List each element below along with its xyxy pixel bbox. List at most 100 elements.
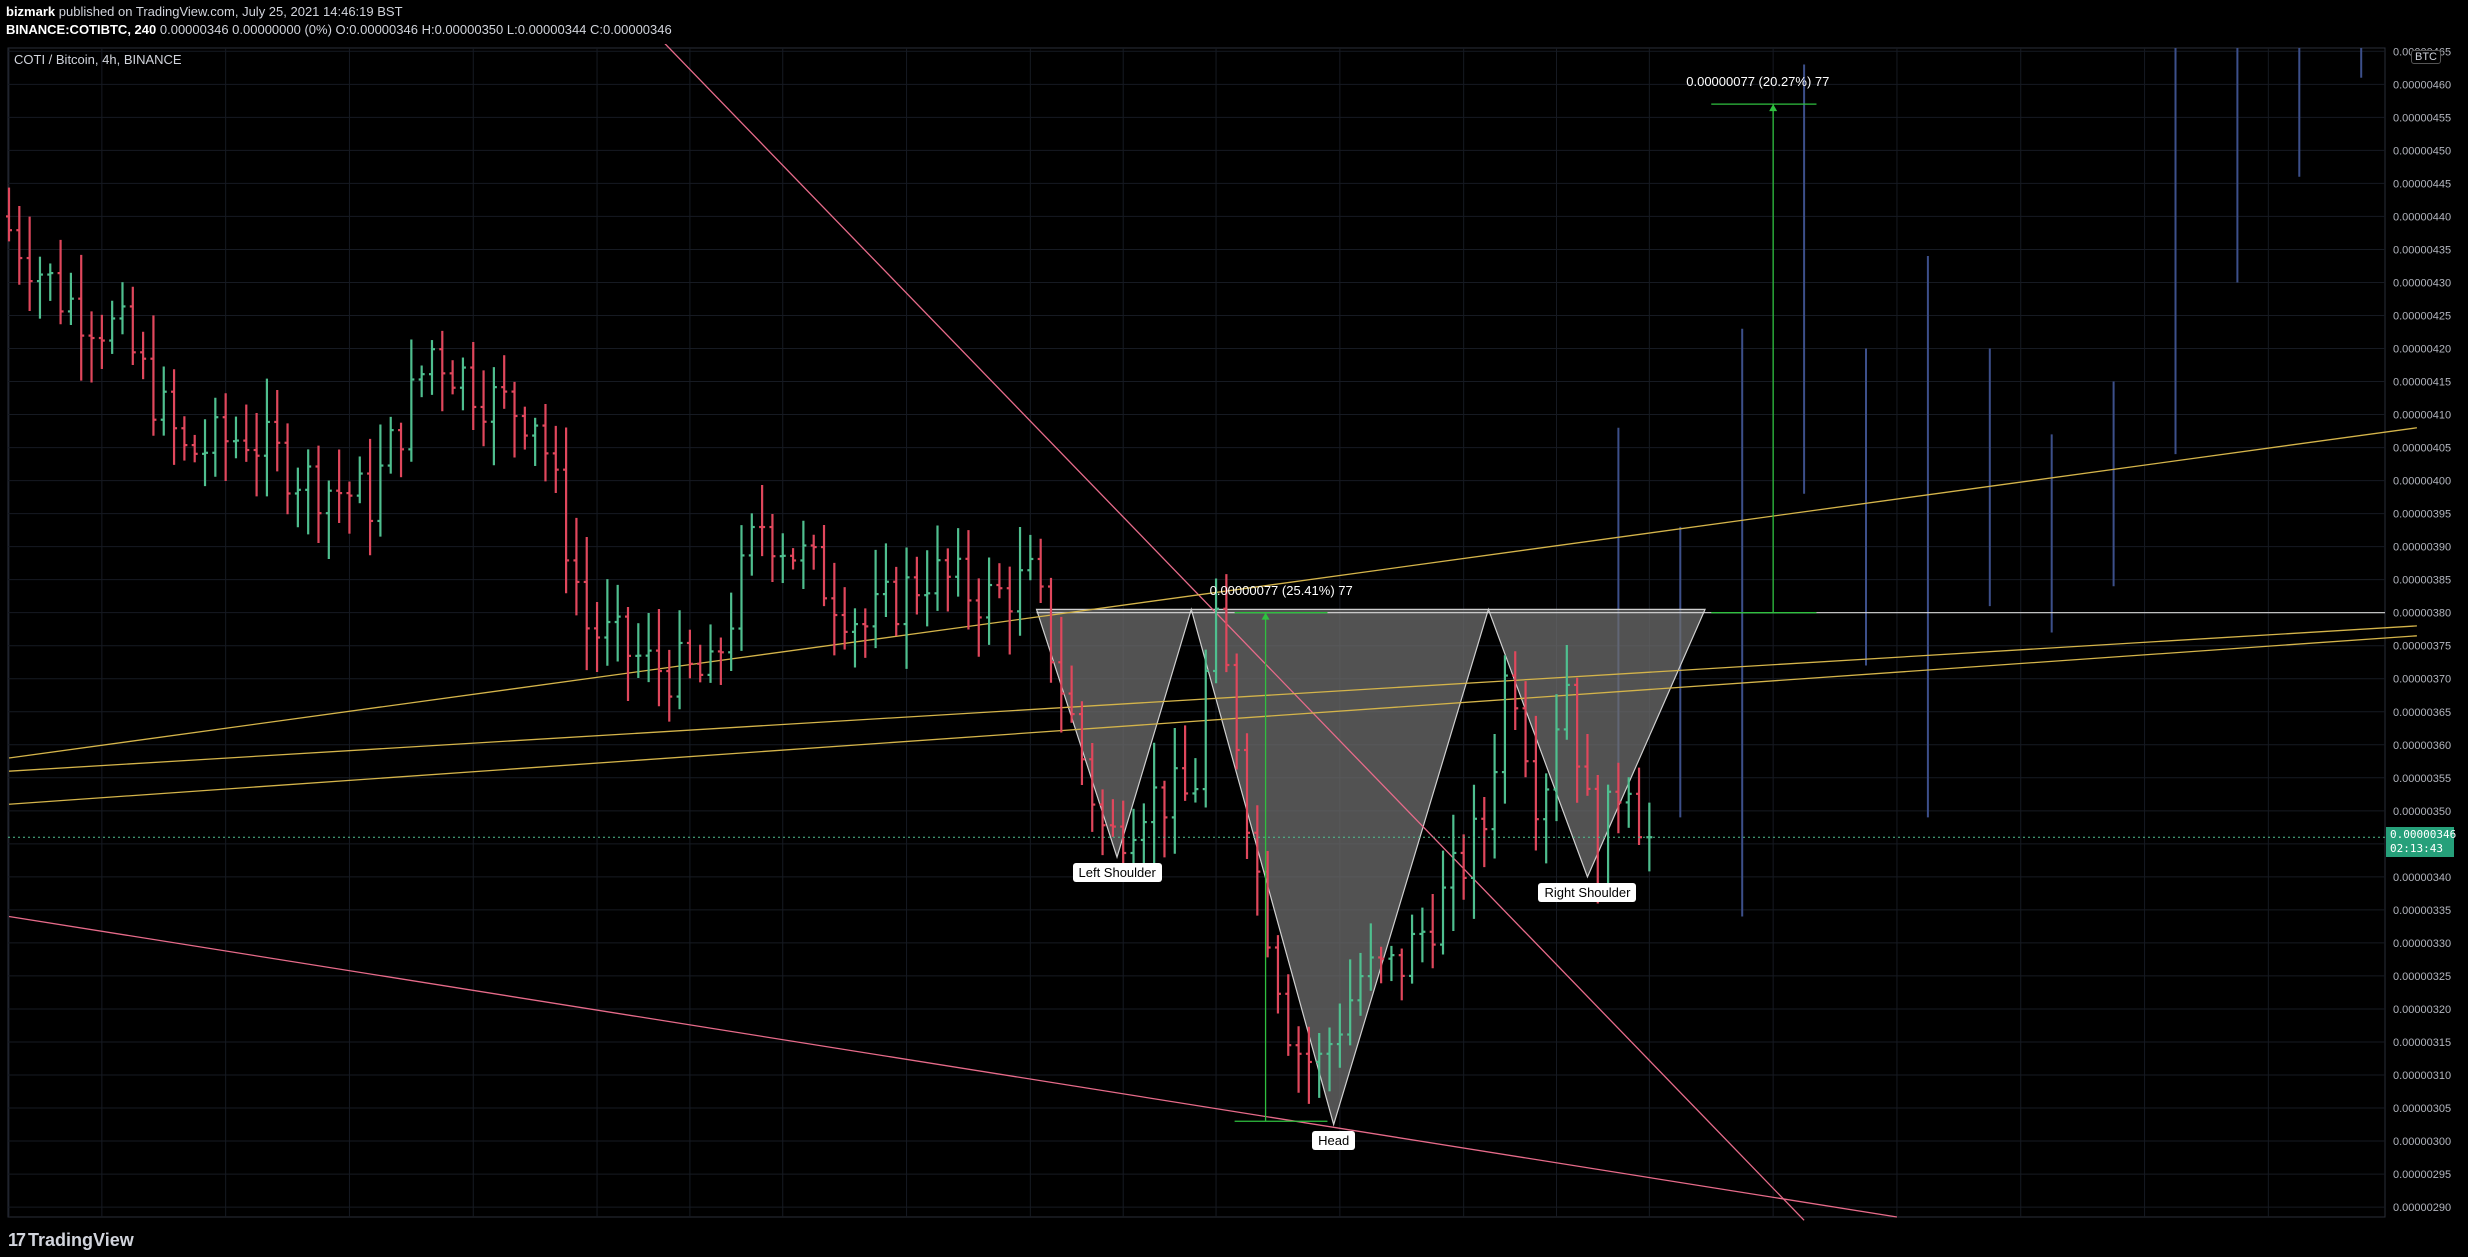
left-shoulder-label[interactable]: Left Shoulder xyxy=(1072,863,1162,883)
ohlc-bar xyxy=(109,300,116,354)
ohlc-bar xyxy=(1409,914,1416,984)
ohlc-bar xyxy=(594,602,601,672)
price-change: 0.00000346 0.00000000 (0%) xyxy=(159,22,332,37)
ohlc-bar xyxy=(625,606,631,702)
bar-countdown: 02:13:43 xyxy=(2390,842,2443,856)
ohlc-bar xyxy=(1553,694,1560,822)
ohlc-bar xyxy=(490,367,497,466)
ohlc-bar xyxy=(36,256,43,319)
low-value: L:0.00000344 xyxy=(506,22,587,37)
ohlc-bar xyxy=(367,438,374,556)
ohlc-bar xyxy=(294,467,301,528)
ohlc-bar xyxy=(1233,653,1240,770)
ohlc-bar xyxy=(1099,789,1106,856)
ohlc-bar xyxy=(738,525,745,651)
ohlc-bar xyxy=(1563,644,1570,740)
ohlc-bar xyxy=(439,330,446,412)
ohlc-bar xyxy=(305,449,312,535)
ohlc-bar xyxy=(1574,677,1581,803)
author-name[interactable]: bizmark xyxy=(6,4,56,19)
right-shoulder-label[interactable]: Right Shoulder xyxy=(1538,882,1637,902)
y-tick-label: 0.00000365 xyxy=(2393,707,2451,719)
ohlc-bar xyxy=(1584,734,1591,796)
ohlc-bar xyxy=(501,355,508,409)
ohlc-bar xyxy=(336,449,343,523)
ohlc-bar xyxy=(542,404,549,482)
tradingview-logo[interactable]: 17 TradingView xyxy=(8,1230,134,1251)
price-chart[interactable]: 0.00000290 0.00000295 0.00000300 0.00000305… xyxy=(0,44,2468,1222)
ohlc-bar xyxy=(511,381,518,458)
chart-title: COTI / Bitcoin, 4h, BINANCE xyxy=(14,52,182,67)
ohlc-bar xyxy=(1161,780,1168,858)
ohlc-bar xyxy=(243,404,250,462)
ohlc-bar xyxy=(810,534,817,570)
ohlc-bar xyxy=(1512,651,1519,730)
y-tick-label: 0.00000340 xyxy=(2393,872,2451,884)
ohlc-bar xyxy=(965,530,972,630)
y-tick-label: 0.00000295 xyxy=(2393,1169,2451,1181)
y-tick-label: 0.00000460 xyxy=(2393,79,2451,91)
ohlc-bar xyxy=(944,548,951,612)
ohlc-bar xyxy=(428,340,435,395)
ohlc-bar xyxy=(1388,945,1395,982)
y-tick-label: 0.00000425 xyxy=(2393,310,2451,322)
ohlc-bar xyxy=(573,517,580,616)
ohlc-bar xyxy=(1171,727,1178,854)
y-tick-label: 0.00000360 xyxy=(2393,740,2451,752)
ohlc-bar xyxy=(532,417,539,466)
ohlc-bar xyxy=(284,423,291,515)
ohlc-bar xyxy=(707,624,714,683)
high-value: H:0.00000350 xyxy=(421,22,504,37)
ohlc-bar xyxy=(614,584,621,662)
ohlc-bar xyxy=(635,623,642,678)
ohlc-bar xyxy=(1316,1033,1323,1098)
ohlc-bar xyxy=(676,610,683,710)
y-tick-label: 0.00000445 xyxy=(2393,178,2451,190)
y-tick-label: 0.00000390 xyxy=(2393,542,2451,554)
ohlc-bar xyxy=(1470,784,1477,919)
ohlc-bar xyxy=(26,216,33,312)
y-tick-label: 0.00000375 xyxy=(2393,641,2451,653)
ohlc-bar xyxy=(769,513,776,583)
ohlc-bar xyxy=(1625,777,1632,828)
current-price-label: 0.00000346 02:13:43 xyxy=(2386,827,2456,858)
ohlc-bar xyxy=(821,525,828,607)
ohlc-bar xyxy=(1398,948,1405,1001)
ohlc-bar xyxy=(1078,701,1085,785)
ohlc-bar xyxy=(903,547,910,669)
ohlc-bar xyxy=(181,416,188,461)
y-tick-label: 0.00000415 xyxy=(2393,377,2451,389)
ohlc-bar xyxy=(924,550,931,627)
ohlc-bar xyxy=(1223,574,1230,673)
ohlc-bar xyxy=(1543,773,1550,864)
head-label[interactable]: Head xyxy=(1312,1130,1356,1150)
ohlc-bar xyxy=(717,637,724,685)
trend-line-yellow xyxy=(8,635,2417,805)
ohlc-bar xyxy=(1357,952,1364,1016)
measure-arrow xyxy=(1769,104,1778,112)
ohlc-bar xyxy=(408,339,415,462)
y-tick-label: 0.00000355 xyxy=(2393,773,2451,785)
ohlc-bar xyxy=(666,649,673,722)
publish-header: bizmark published on TradingView.com, Ju… xyxy=(0,0,2468,44)
ohlc-bar xyxy=(686,629,693,679)
ohlc-bar xyxy=(459,357,466,411)
ohlc-bar xyxy=(841,587,848,650)
ohlc-bar xyxy=(449,360,456,395)
ohlc-bar xyxy=(893,566,900,636)
ohlc-info: BINANCE:COTIBTC, 240 0.00000346 0.000000… xyxy=(6,22,672,37)
y-tick-label: 0.00000405 xyxy=(2393,443,2451,455)
y-tick-label: 0.00000315 xyxy=(2393,1037,2451,1049)
ohlc-bar xyxy=(934,525,941,611)
currency-badge[interactable]: BTC xyxy=(2411,50,2441,64)
ohlc-bar xyxy=(1305,1026,1312,1104)
ohlc-bar xyxy=(274,389,281,472)
ohlc-bar xyxy=(862,608,869,658)
ohlc-bar xyxy=(1450,814,1457,932)
ohlc-bar xyxy=(1460,834,1467,900)
ohlc-bar xyxy=(88,311,95,383)
ohlc-bar xyxy=(1202,649,1209,808)
ohlc-bar xyxy=(1378,946,1385,984)
ohlc-bar xyxy=(1017,526,1024,636)
ohlc-bar xyxy=(986,557,993,645)
